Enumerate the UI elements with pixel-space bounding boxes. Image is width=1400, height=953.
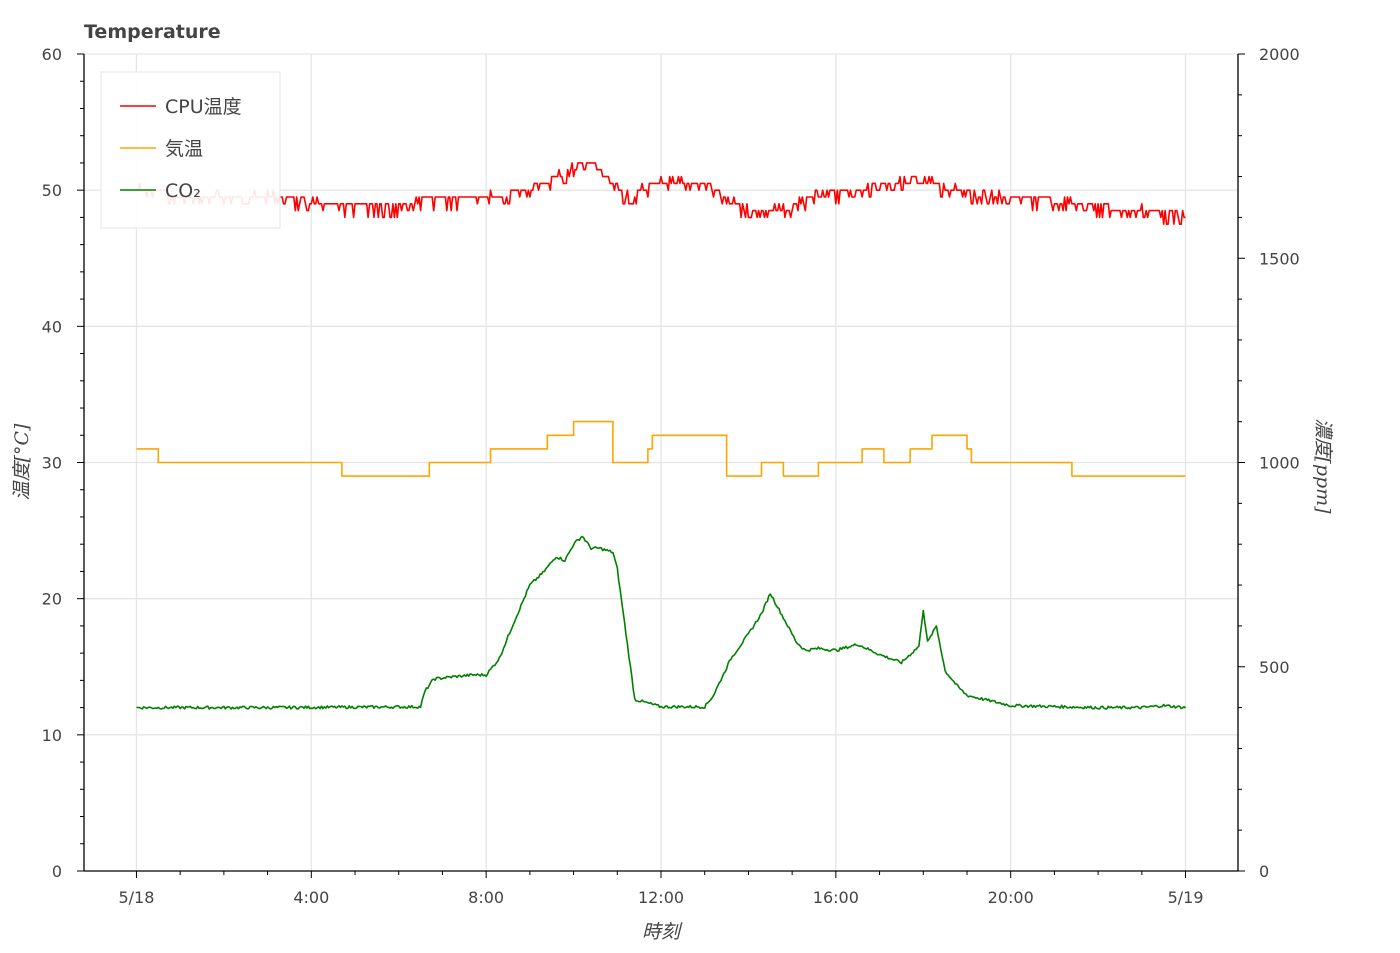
y-tick-label: 10 <box>42 726 62 745</box>
legend-label: CPU温度 <box>165 96 242 118</box>
y2-tick-label: 0 <box>1259 862 1269 881</box>
x-tick-label: 16:00 <box>813 888 859 907</box>
y2-tick-label: 2000 <box>1259 45 1300 64</box>
y-axis-ticks: 0 10 20 30 40 50 60 <box>42 45 84 881</box>
series-line-1 <box>136 162 1186 225</box>
series-line-3 <box>136 535 1187 710</box>
y-tick-label: 20 <box>42 590 62 609</box>
y-tick-label: 30 <box>42 454 62 473</box>
y2-tick-label: 1500 <box>1259 249 1300 268</box>
y-tick-label: 60 <box>42 45 62 64</box>
y-tick-label: 40 <box>42 317 62 336</box>
series-line-2 <box>136 420 1186 477</box>
x-tick-label: 12:00 <box>638 888 684 907</box>
legend-box <box>100 71 281 229</box>
y2-tick-label: 500 <box>1259 658 1290 677</box>
x-tick-label: 4:00 <box>293 888 329 907</box>
x-tick-label: 20:00 <box>988 888 1034 907</box>
y-tick-label: 0 <box>52 862 62 881</box>
y-tick-label: 50 <box>42 181 62 200</box>
legend-label: CO₂ <box>165 180 201 202</box>
x-axis-ticks: 5/18 4:00 8:00 12:00 16:00 20:00 5/19 <box>118 871 1204 907</box>
series-layer <box>136 162 1187 710</box>
y-axis-label: 温度[°C] <box>11 423 33 500</box>
y2-tick-label: 1000 <box>1259 454 1300 473</box>
y2-axis-label: 濃度[ppm] <box>1312 418 1334 514</box>
x-tick-label: 5/18 <box>118 888 154 907</box>
x-tick-label: 5/19 <box>1168 888 1204 907</box>
chart-title: Temperature <box>84 21 221 43</box>
y2-axis-ticks: 0 500 1000 1500 2000 <box>1238 45 1300 881</box>
legend-label: 気温 <box>165 138 203 160</box>
x-axis-label: 時刻 <box>642 921 683 943</box>
x-tick-label: 8:00 <box>468 888 504 907</box>
